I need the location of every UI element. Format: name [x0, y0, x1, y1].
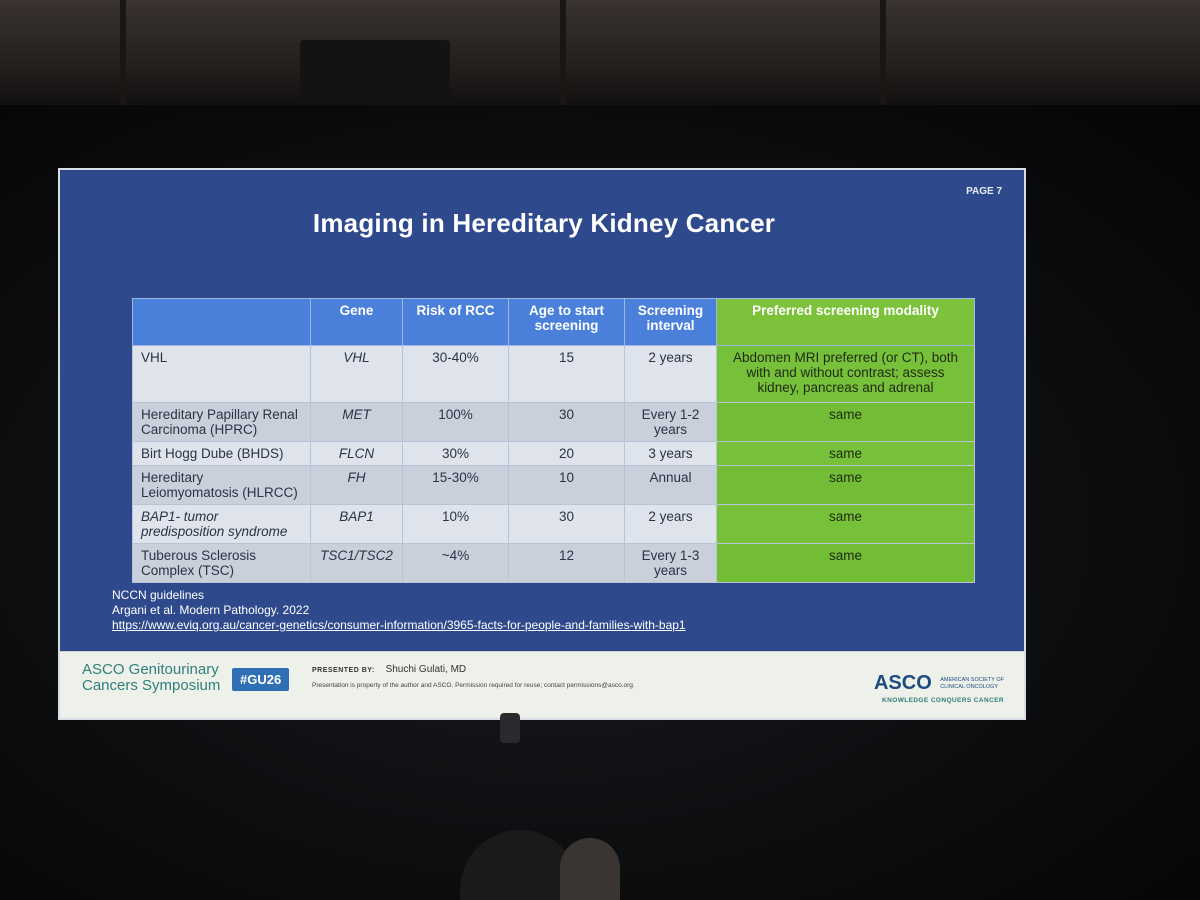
asco-wordmark: ASCO — [873, 672, 932, 694]
table-cell: VHL — [310, 345, 403, 403]
table-cell: same — [716, 402, 975, 442]
table-cell: 15 — [508, 345, 625, 403]
table-row: Hereditary Papillary Renal Carcinoma (HP… — [132, 402, 975, 442]
presenter-name: Shuchi Gulati, MD — [385, 664, 467, 675]
table-row: Hereditary Leiomyomatosis (HLRCC) FH 15-… — [132, 465, 975, 505]
table-header: Risk of RCC — [402, 298, 509, 346]
stage-microphone — [500, 713, 520, 743]
reference-line: Argani et al. Modern Pathology. 2022 — [112, 603, 310, 617]
table-cell: 10% — [402, 504, 509, 544]
ceiling — [0, 0, 1200, 105]
ceiling-fixture — [300, 40, 450, 100]
screening-table: Gene Risk of RCC Age to start screening … — [132, 298, 975, 583]
asco-org-line: AMERICAN SOCIETY OF — [940, 677, 1004, 683]
table-cell: 15-30% — [402, 465, 509, 505]
table-cell: 10 — [508, 465, 625, 505]
table-cell: MET — [310, 402, 403, 442]
ceiling-beam — [560, 0, 566, 105]
table-cell: 20 — [508, 441, 625, 466]
table-cell: BAP1- tumor predisposition syndrome — [132, 504, 311, 544]
table-cell: BAP1 — [310, 504, 403, 544]
table-cell: Every 1-3 years — [624, 543, 717, 583]
table-cell: 3 years — [624, 441, 717, 466]
table-cell: VHL — [132, 345, 311, 403]
projection-screen: PAGE 7 Imaging in Hereditary Kidney Canc… — [58, 168, 1026, 720]
symposium-logo: ASCO Genitourinary Cancers Symposium — [82, 662, 220, 694]
table-cell: 30-40% — [402, 345, 509, 403]
table-header: Preferred screening modality — [716, 298, 975, 346]
table-cell: Hereditary Leiomyomatosis (HLRCC) — [132, 465, 311, 505]
table-cell: same — [716, 465, 975, 505]
audience-head — [560, 838, 620, 900]
reference-line: NCCN guidelines — [112, 588, 205, 602]
presenter-info: PRESENTED BY: Shuchi Gulati, MD — [312, 664, 466, 675]
hashtag-badge: #GU26 — [232, 668, 290, 691]
table-cell: 30% — [402, 441, 509, 466]
table-row: VHL VHL 30-40% 15 2 years Abdomen MRI pr… — [132, 345, 975, 403]
asco-org-line: CLINICAL ONCOLOGY — [940, 683, 999, 690]
table-cell: 2 years — [624, 345, 717, 403]
table-cell: FLCN — [310, 441, 403, 466]
table-cell: 100% — [402, 402, 509, 442]
table-cell: Hereditary Papillary Renal Carcinoma (HP… — [132, 402, 311, 442]
table-row: BAP1- tumor predisposition syndrome BAP1… — [132, 504, 975, 544]
table-header: Age to start screening — [508, 298, 625, 346]
table-row: Tuberous Sclerosis Complex (TSC) TSC1/TS… — [132, 543, 975, 583]
slide-footer: ASCO Genitourinary Cancers Symposium #GU… — [60, 651, 1024, 718]
presented-by-label: PRESENTED BY: — [312, 667, 375, 674]
asco-logo: ASCO AMERICAN SOCIETY OF CLINICAL ONCOLO… — [874, 672, 1004, 704]
asco-tagline: KNOWLEDGE CONQUERS CANCER — [882, 697, 1004, 704]
table-header: Gene — [310, 298, 403, 346]
table-header — [132, 298, 311, 346]
ceiling-beam — [120, 0, 126, 105]
table-cell: 12 — [508, 543, 625, 583]
table-cell: same — [716, 504, 975, 544]
table-cell: TSC1/TSC2 — [310, 543, 403, 583]
table-cell: ~4% — [402, 543, 509, 583]
asco-org-name: AMERICAN SOCIETY OF CLINICAL ONCOLOGY — [940, 677, 1004, 690]
table-cell: Annual — [624, 465, 717, 505]
table-cell: Every 1-2 years — [624, 402, 717, 442]
symposium-line: Cancers Symposium — [82, 677, 221, 694]
page-label: PAGE 7 — [966, 186, 1002, 197]
disclaimer: Presentation is property of the author a… — [312, 682, 635, 689]
symposium-line: ASCO Genitourinary — [82, 661, 219, 678]
table-cell: Birt Hogg Dube (BHDS) — [132, 441, 311, 466]
table-cell: Abdomen MRI preferred (or CT), both with… — [716, 345, 975, 403]
reference-link[interactable]: https://www.eviq.org.au/cancer-genetics/… — [112, 618, 686, 632]
ceiling-beam — [880, 0, 886, 105]
slide-title: Imaging in Hereditary Kidney Cancer — [312, 208, 776, 238]
table-cell: 2 years — [624, 504, 717, 544]
table-cell: Tuberous Sclerosis Complex (TSC) — [132, 543, 311, 583]
table-cell: 30 — [508, 402, 625, 442]
table-header-row: Gene Risk of RCC Age to start screening … — [132, 298, 975, 346]
table-header: Screening interval — [624, 298, 717, 346]
references: NCCN guidelines Argani et al. Modern Pat… — [112, 588, 686, 633]
table-cell: FH — [310, 465, 403, 505]
table-row: Birt Hogg Dube (BHDS) FLCN 30% 20 3 year… — [132, 441, 975, 466]
table-cell: 30 — [508, 504, 625, 544]
table-cell: same — [716, 543, 975, 583]
table-cell: same — [716, 441, 975, 466]
